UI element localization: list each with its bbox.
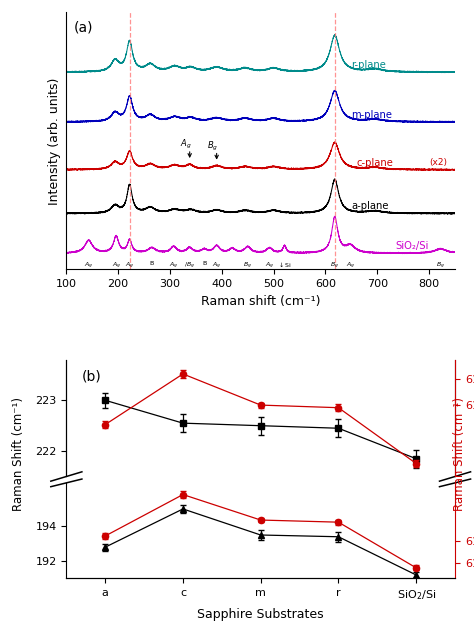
Text: $A_g$: $A_g$ <box>111 261 121 271</box>
X-axis label: Raman shift (cm⁻¹): Raman shift (cm⁻¹) <box>201 295 320 307</box>
Text: $A_g$: $A_g$ <box>84 261 93 271</box>
Y-axis label: Intensity (arb. units): Intensity (arb. units) <box>48 77 61 205</box>
Text: B: B <box>150 261 154 266</box>
Text: r-plane: r-plane <box>351 60 386 70</box>
Text: $A_g$: $A_g$ <box>346 261 355 271</box>
Text: SiO₂/Si: SiO₂/Si <box>395 241 429 251</box>
Text: a-plane: a-plane <box>351 202 389 211</box>
Text: $B_g$: $B_g$ <box>243 261 252 271</box>
Text: $A_g$: $A_g$ <box>265 261 274 271</box>
Text: $A_g$: $A_g$ <box>180 138 191 151</box>
Text: $B_g$: $B_g$ <box>436 261 445 271</box>
Text: Raman Shift (cm⁻¹): Raman Shift (cm⁻¹) <box>12 397 26 511</box>
X-axis label: Sapphire Substrates: Sapphire Substrates <box>197 608 324 621</box>
Text: $B_g$: $B_g$ <box>330 261 339 271</box>
Text: (a): (a) <box>74 20 94 34</box>
Text: $A_g$: $A_g$ <box>125 261 134 271</box>
Text: $B_g$: $B_g$ <box>207 139 218 153</box>
Text: /$B_g$: /$B_g$ <box>184 261 195 271</box>
Text: B: B <box>202 261 206 266</box>
Text: (x2): (x2) <box>429 158 447 167</box>
Text: $A_g$: $A_g$ <box>212 261 221 271</box>
Text: $\downarrow$Si: $\downarrow$Si <box>277 261 292 269</box>
Text: (b): (b) <box>82 369 101 383</box>
Text: $A_g$: $A_g$ <box>169 261 178 271</box>
Text: m-plane: m-plane <box>351 109 392 120</box>
Text: c-plane: c-plane <box>356 157 393 167</box>
Text: Raman Shift (cm⁻¹): Raman Shift (cm⁻¹) <box>453 397 466 511</box>
